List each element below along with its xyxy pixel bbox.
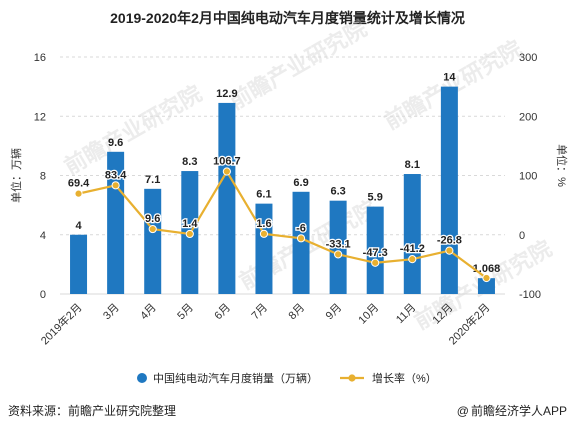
x-tick-label: 2019年2月 [38, 300, 85, 347]
x-tick-label: 8月 [287, 302, 308, 323]
bar-value-label: 7.1 [145, 174, 160, 186]
left-tick-label: 8 [40, 171, 46, 183]
bar [218, 102, 236, 294]
right-axis-title: 单位：% [555, 144, 569, 187]
right-tick-label: 200 [519, 111, 537, 123]
x-tick-label: 10月 [356, 302, 381, 327]
bar [329, 200, 347, 294]
right-axis: -100 0 100 200 300 单位：% [519, 52, 569, 301]
line-point [296, 234, 306, 243]
bar-value-label: 6.3 [330, 186, 345, 198]
legend: 中国纯电动汽车月度销量（万辆） 增长率（%） [137, 371, 437, 385]
bar-value-label: 9.6 [108, 137, 123, 149]
left-tick-label: 0 [40, 289, 46, 301]
bar-value-label: 6.1 [256, 189, 271, 201]
line-value-label: 83.4 [105, 169, 127, 181]
bar-value-label: 14 [443, 72, 456, 84]
line-point [185, 229, 194, 239]
chart-title: 2019-2020年2月中国纯电动汽车月度销量统计及增长情况 [110, 10, 465, 26]
left-axis: 0 4 8 12 16 单位：万辆 [9, 52, 46, 301]
bar-value-label: 8.3 [182, 156, 197, 168]
right-tick-label: 0 [519, 230, 525, 242]
legend-bar-swatch [137, 373, 147, 383]
bar-value-label: 6.9 [293, 177, 308, 189]
bar [440, 86, 458, 294]
x-tick-label: 9月 [324, 302, 345, 323]
bar-value-label: 4 [75, 220, 82, 232]
left-tick-label: 4 [40, 230, 46, 242]
line-series: 69.4 83.4 9.6 1.4 106.7 1.6 -6 -33.1 -47.3 -41.2-… [67, 154, 491, 283]
bar [292, 191, 310, 294]
line-value-label: -41.2 [400, 243, 425, 255]
grid-lines [60, 56, 505, 295]
source-note: 资料来源：前瞻产业研究院整理 [8, 404, 177, 418]
line-value-label: -47.3 [363, 247, 388, 259]
right-tick-label: 100 [519, 171, 537, 183]
bar [366, 206, 384, 294]
brand-logo-icon: @ [456, 404, 469, 418]
line-value-label: 1.4 [182, 218, 198, 230]
line-value-label: -6 [296, 222, 306, 234]
right-tick-label: 300 [519, 52, 537, 64]
line-point [334, 250, 343, 259]
legend-line-label: 增长率（%） [372, 371, 437, 385]
line-point [222, 167, 231, 176]
left-tick-label: 12 [34, 111, 46, 123]
x-tick-label: 7月 [249, 302, 270, 323]
line-value-label: -33.1 [326, 238, 351, 250]
x-tick-label: 3月 [101, 302, 122, 323]
line-value-label: -26.8 [437, 235, 462, 247]
line-point [408, 255, 417, 264]
bar [477, 278, 495, 294]
line-point [148, 224, 157, 234]
legend-bar-label: 中国纯电动汽车月度销量（万辆） [153, 371, 318, 385]
x-tick-label: 4月 [138, 302, 159, 323]
bar [403, 174, 421, 294]
legend-line-marker [348, 374, 356, 382]
bar-value-label: 8.1 [405, 159, 420, 171]
line-point [482, 273, 491, 283]
bar-value-label: 5.9 [368, 192, 383, 204]
bar [144, 188, 162, 294]
bar-value-label: 12.9 [216, 88, 237, 100]
line-point [111, 181, 120, 190]
right-tick-label: -100 [519, 289, 541, 301]
line-value-label: 69.4 [68, 178, 90, 190]
line-point [259, 229, 269, 238]
x-tick-label: 5月 [175, 302, 196, 323]
left-axis-title: 单位：万辆 [9, 148, 23, 203]
line-point [371, 258, 380, 267]
growth-line [78, 169, 488, 279]
line-value-label: 9.6 [145, 213, 160, 225]
brand-text: 前瞻经济学人APP [470, 404, 567, 418]
bar [70, 234, 88, 294]
line-point [445, 246, 454, 255]
line-value-label: 106.7 [213, 156, 241, 168]
line-value-label: 1.6 [256, 218, 271, 230]
left-tick-label: 16 [34, 52, 46, 64]
bar-value-label: 1.068 [473, 263, 501, 275]
watermark-text: 前瞻产业研究院 [225, 16, 371, 115]
line-point [74, 189, 83, 198]
brand-credit: @ 前瞻经济学人APP [457, 402, 567, 419]
x-tick-label: 6月 [212, 302, 233, 323]
